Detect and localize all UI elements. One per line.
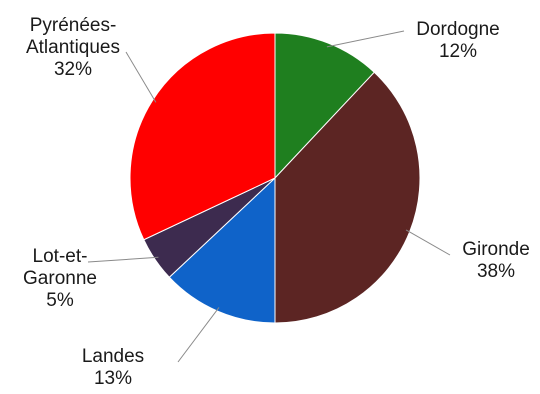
- pie-slice-landes: [168, 176, 276, 324]
- pie-slices: [129, 32, 421, 324]
- pie-slice-gironde: [274, 71, 421, 324]
- leader-line: [177, 307, 220, 363]
- slice-label: Pyrénées-Atlantiques 32%: [26, 15, 120, 80]
- leader-line: [125, 51, 157, 103]
- leader-line: [87, 256, 159, 263]
- leader-line: [405, 229, 451, 256]
- slice-label: Gironde 38%: [462, 239, 530, 282]
- slice-label: Dordogne 12%: [416, 19, 499, 62]
- pie-slice-pyr-n-es-atlantiques: [129, 32, 276, 241]
- slice-labels: Dordogne 12% Gironde 38% Landes 13% Lot-et-Gar…: [23, 15, 530, 389]
- slice-label: Landes 13%: [82, 346, 144, 389]
- pie-slice-dordogne: [274, 32, 375, 180]
- leader-lines: [87, 30, 451, 363]
- slice-label: Lot-et-Garonne 5%: [23, 246, 97, 311]
- leader-line: [326, 30, 405, 48]
